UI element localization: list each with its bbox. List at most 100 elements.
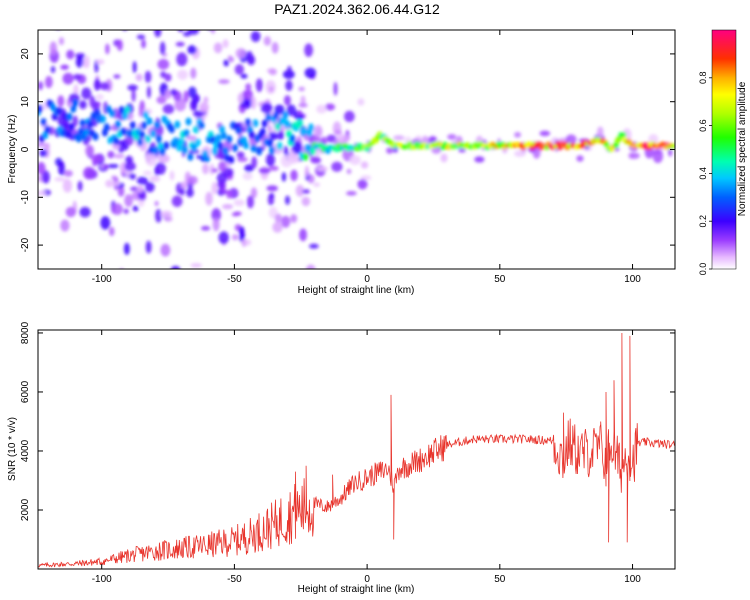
spectrogram-ridge-cell [300, 127, 307, 136]
x-tick-label: -50 [227, 274, 242, 285]
spectrogram-cell [113, 74, 121, 79]
spectrogram-cell [244, 164, 254, 173]
spectrogram-cell [305, 264, 316, 269]
spectrogram-ridge-cell [109, 109, 116, 118]
spectrogram-ridge-cell [211, 146, 218, 155]
spectrogram-cell [180, 181, 188, 190]
spectrogram-ridge-cell [120, 127, 127, 136]
spectrogram-ridge-cell [152, 146, 159, 155]
spectrogram-cell [295, 184, 305, 197]
spectrogram-cell [75, 52, 86, 59]
spectrogram-cell [216, 180, 224, 188]
spectrogram-cell [44, 142, 50, 149]
spectrogram-cell [65, 206, 76, 218]
spectrogram-cell [209, 30, 213, 31]
spectrogram-cell [255, 78, 263, 92]
spectrogram-ridge-cell [274, 122, 281, 131]
spectrogram-ridge-cell [64, 130, 71, 139]
spectrogram-ridge-cell [68, 122, 75, 131]
spectrogram-cell [127, 84, 138, 91]
spectrogram-ridge-cell [308, 123, 315, 132]
spectrogram-cell [360, 175, 372, 181]
spectrogram-cell [245, 83, 252, 91]
spectrogram-cell [54, 177, 66, 182]
spectrogram-ridge-cell [153, 121, 160, 130]
spectrogram-ridge-cell [250, 144, 257, 153]
spectrogram-cell [267, 132, 279, 141]
spectrogram-ridge-cell [77, 127, 84, 136]
spectrogram-cell [283, 145, 289, 156]
figure-title: PAZ1.2024.362.06.44.G12 [274, 1, 440, 17]
spectrogram-cell [281, 215, 291, 228]
spectrogram-cell [258, 167, 271, 174]
spectrogram-cell [131, 89, 136, 102]
spectrogram-cell [156, 96, 167, 104]
spectrogram-cell [299, 228, 307, 242]
spectrogram-cell [116, 39, 123, 51]
spectrogram-cell [205, 191, 213, 206]
spectrogram-cell [287, 65, 292, 74]
spectrogram-cell [266, 185, 279, 192]
spectrogram-cell [107, 164, 120, 169]
spectrogram-cell [96, 101, 101, 107]
spectrogram-cell [283, 95, 291, 106]
spectrogram-cell [197, 25, 202, 30]
spectrogram-cell [428, 136, 437, 144]
spectrogram-cell [345, 191, 357, 196]
spectrogram-cell [263, 36, 272, 46]
spectrogram-cell [190, 263, 203, 268]
spectrogram-cell [135, 73, 143, 82]
spectrogram-ridge-cell [243, 141, 250, 150]
spectrogram-cell [63, 169, 73, 177]
spectrogram-cell [58, 37, 65, 46]
colorbar-label: Normalized spectral amplitude [737, 81, 748, 216]
spectrogram-cell [55, 21, 62, 30]
spectrogram-cell [73, 73, 82, 81]
spectrogram-cell [193, 110, 205, 118]
spectrogram-ridge-cell [244, 118, 251, 127]
spectrogram-cell [250, 187, 258, 199]
spectrogram-cell [302, 189, 310, 194]
spectrogram-cell [95, 93, 104, 101]
spectrogram-cell [268, 86, 274, 92]
spectrogram-cell [91, 154, 103, 163]
spectrogram-ridge-cell [129, 121, 136, 130]
spectrogram-cell [304, 67, 317, 79]
colorbar-tick-label: 0.8 [698, 72, 708, 85]
spectrogram-cell [250, 31, 261, 43]
spectrogram-cell [132, 61, 137, 74]
spectrogram-cell [237, 156, 248, 162]
spectrogram-cell [474, 156, 485, 163]
spectrogram-cell [123, 242, 130, 255]
spectrogram-cell [44, 75, 53, 89]
snr-panel: -100 -50 0 50 100 2000 4000 6000 8000 Height of … [7, 321, 676, 595]
spectrogram-cell [93, 79, 102, 91]
spectrogram-cell [268, 192, 275, 199]
spectrogram-ridge-cell [620, 132, 627, 138]
y-tick-label: -20 [20, 237, 31, 252]
spectrogram-cell [155, 209, 162, 223]
spectrogram-cell [81, 57, 89, 69]
spectrogram-ridge-cell [226, 135, 233, 144]
spectrogram-ridge-cell [267, 139, 274, 148]
spectrogram-cell [333, 82, 338, 96]
spectrogram-cell [183, 90, 189, 103]
spectrogram-ridge-cell [150, 129, 157, 138]
spectrogram-cell [154, 166, 160, 176]
spectrogram-cell [164, 73, 172, 82]
spectrogram-cell [290, 169, 298, 182]
spectrogram-cell [107, 150, 115, 159]
spectrogram-cell [565, 134, 577, 145]
spectrogram-cell [136, 185, 144, 193]
spectrogram-ridge-cell [235, 126, 242, 135]
spectrogram-cell [145, 152, 157, 167]
spectrogram-cell [197, 9, 204, 14]
spectrogram-cell [235, 48, 247, 59]
spectrogram-cell [200, 225, 211, 231]
spectrogram-ridge-cell [144, 134, 151, 143]
spectrogram-ridge-cell [261, 119, 268, 128]
spectrogram-cell [145, 240, 152, 254]
spectrogram-cell [60, 65, 69, 70]
colorbar-tick-label: 0.6 [698, 119, 708, 132]
spectrogram-cell [154, 200, 159, 207]
